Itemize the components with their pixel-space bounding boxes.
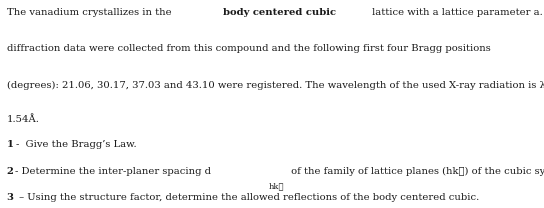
Text: The vanadium crystallizes in the: The vanadium crystallizes in the bbox=[7, 7, 174, 17]
Text: 1.54Å.: 1.54Å. bbox=[7, 115, 39, 124]
Text: lattice with a lattice parameter a. The X-ray: lattice with a lattice parameter a. The … bbox=[369, 7, 544, 17]
Text: – Using the structure factor, determine the allowed reflections of the body cent: – Using the structure factor, determine … bbox=[16, 193, 479, 202]
Text: diffraction data were collected from this compound and the following first four : diffraction data were collected from thi… bbox=[7, 44, 493, 53]
Text: 1: 1 bbox=[7, 140, 14, 149]
Text: (degrees): 21.06, 30.17, 37.03 and 43.10 were registered. The wavelength of the : (degrees): 21.06, 30.17, 37.03 and 43.10… bbox=[7, 81, 544, 90]
Text: body centered cubic: body centered cubic bbox=[223, 7, 336, 17]
Text: -  Give the Bragg’s Law.: - Give the Bragg’s Law. bbox=[16, 140, 136, 149]
Text: of the family of lattice planes (hkℓ) of the cubic system.: of the family of lattice planes (hkℓ) of… bbox=[288, 167, 544, 176]
Text: 3: 3 bbox=[7, 193, 14, 202]
Text: 2: 2 bbox=[7, 167, 14, 176]
Text: hkℓ: hkℓ bbox=[268, 182, 284, 190]
Text: - Determine the inter-planer spacing d: - Determine the inter-planer spacing d bbox=[15, 167, 212, 176]
